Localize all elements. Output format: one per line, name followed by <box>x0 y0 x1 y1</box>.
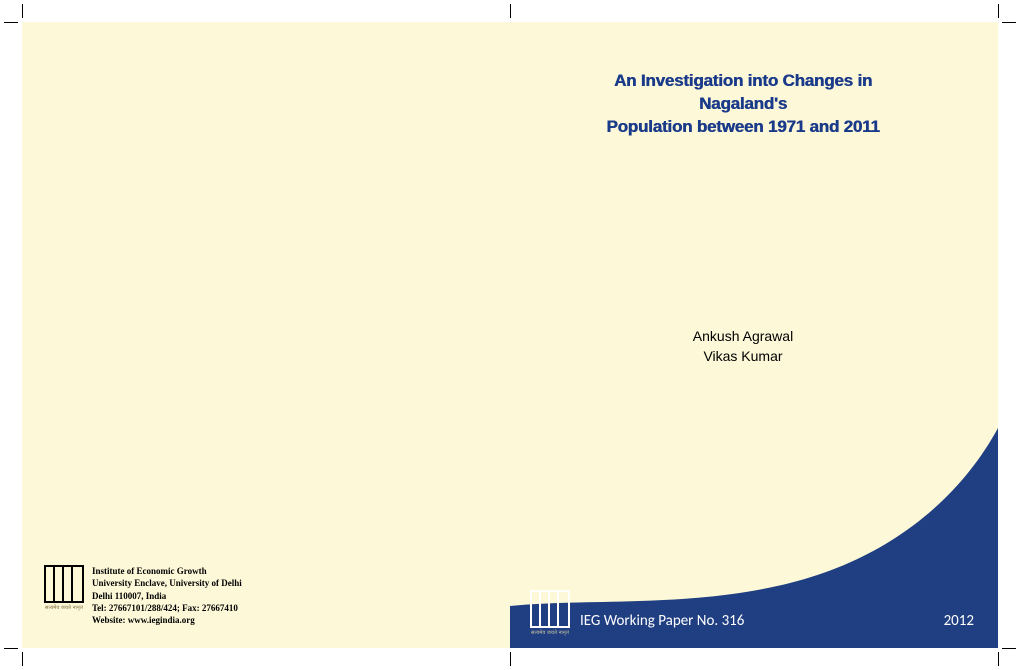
ieg-logo-mark <box>44 565 84 603</box>
ieg-logo: सत्यमेव जयते नानृतं <box>44 565 84 611</box>
front-cover-inner: An Investigation into Changes in Nagalan… <box>510 22 998 648</box>
front-cover: An Investigation into Changes in Nagalan… <box>510 0 1020 670</box>
footer-wave: सत्यमेव जयते नानृतं IEG Working Paper No… <box>510 428 998 648</box>
publisher-block: सत्यमेव जयते नानृतं Institute of Economi… <box>44 565 242 626</box>
author-2: Vikas Kumar <box>510 347 976 367</box>
logo-motto: सत्यमेव जयते नानृतं <box>45 605 83 611</box>
institute-address-line2: Delhi 110007, India <box>92 590 242 602</box>
cover-spread: सत्यमेव जयते नानृतं Institute of Economi… <box>0 0 1020 670</box>
institute-tel: Tel: 27667101/288/424; Fax: 27667410 <box>92 602 242 614</box>
publication-year: 2012 <box>944 612 974 636</box>
ieg-logo-mark-white <box>530 590 570 628</box>
logo-motto-white: सत्यमेव जयते नानृतं <box>531 630 569 636</box>
title-block: An Investigation into Changes in Nagalan… <box>510 70 976 139</box>
ieg-logo-white: सत्यमेव जयते नानृतं <box>530 590 570 636</box>
institute-address-line1: University Enclave, University of Delhi <box>92 577 242 589</box>
authors-block: Ankush Agrawal Vikas Kumar <box>510 327 976 366</box>
title-line-2: Population between 1971 and 2011 <box>570 116 916 139</box>
institute-address: Institute of Economic Growth University … <box>92 565 242 626</box>
paper-number: IEG Working Paper No. 316 <box>580 612 744 636</box>
footer-left: सत्यमेव जयते नानृतं IEG Working Paper No… <box>530 590 744 636</box>
institute-name: Institute of Economic Growth <box>92 565 242 577</box>
back-cover-inner: सत्यमेव जयते नानृतं Institute of Economi… <box>22 22 510 648</box>
institute-website: Website: www.iegindia.org <box>92 614 242 626</box>
title-line-1: An Investigation into Changes in Nagalan… <box>570 70 916 116</box>
back-cover: सत्यमेव जयते नानृतं Institute of Economi… <box>0 0 510 670</box>
footer-bar: सत्यमेव जयते नानृतं IEG Working Paper No… <box>530 590 974 636</box>
author-1: Ankush Agrawal <box>510 327 976 347</box>
